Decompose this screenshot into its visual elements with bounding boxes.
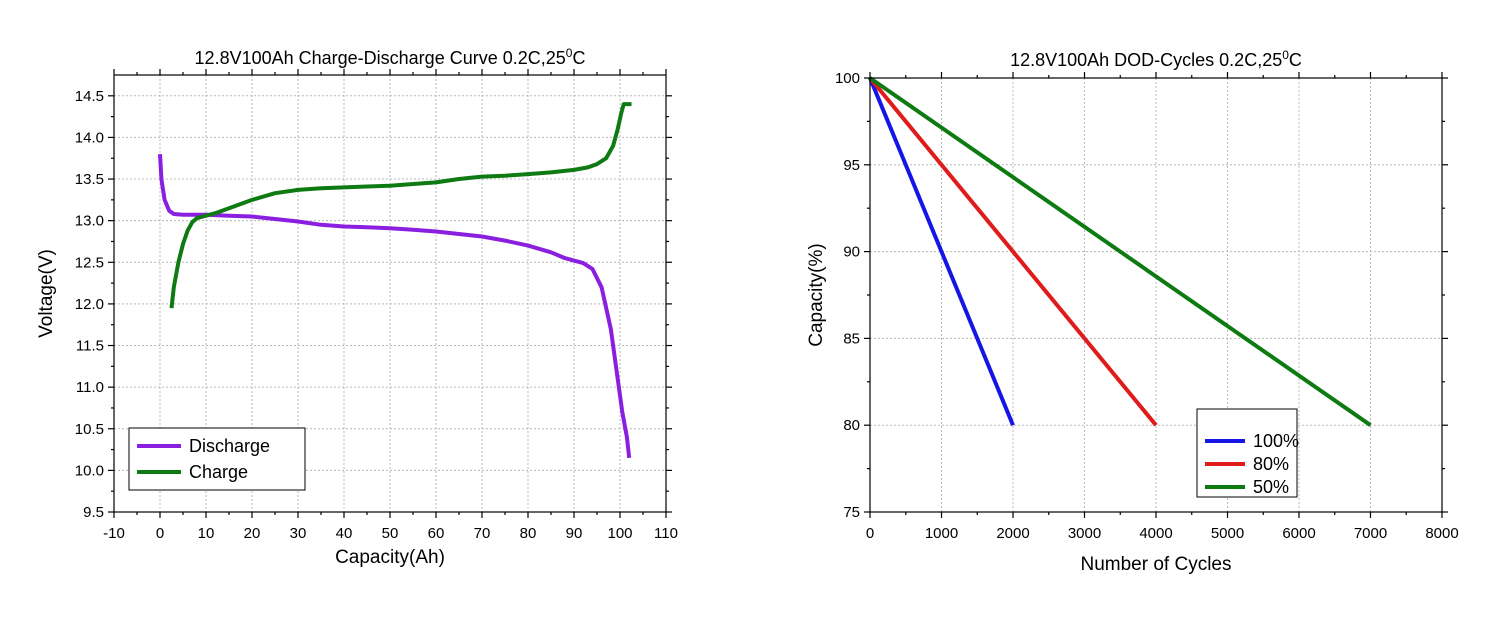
x-tick-label: 0	[156, 525, 164, 542]
series-line-charge	[169, 102, 632, 309]
x-tick-label: 1000	[925, 525, 958, 542]
chart1-x-axis-label: Capacity(Ah)	[335, 547, 445, 568]
legend-label: Discharge	[189, 436, 270, 456]
charge-discharge-chart: -10 0 10 20 30 40 50 60 70 80 90 100 110 9.5 10.0 10.5 1…	[36, 46, 678, 568]
y-tick-label: 80	[843, 417, 860, 434]
chart2-ticks: 0 1000 2000 3000 4000 5000 6000 7000 8000 75 80 85 9…	[835, 70, 1459, 542]
x-tick-label: 0	[866, 525, 874, 542]
chart1-legend: Discharge Charge	[128, 427, 306, 491]
x-tick-label: 2000	[996, 525, 1029, 542]
chart2-y-axis-label: Capacity(%)	[806, 243, 827, 346]
chart1-title: 12.8V100Ah Charge-Discharge Curve 0.2C,2…	[195, 46, 586, 68]
chart1-series	[158, 102, 632, 459]
legend-label: 50%	[1253, 477, 1289, 497]
y-tick-label: 13.0	[75, 213, 104, 230]
x-tick-label: 10	[198, 525, 215, 542]
x-tick-label: -10	[103, 525, 125, 542]
y-tick-label: 95	[843, 157, 860, 174]
y-tick-label: 12.5	[75, 254, 104, 271]
x-tick-label: 6000	[1282, 525, 1315, 542]
x-tick-label: 60	[428, 525, 445, 542]
x-tick-label: 80	[520, 525, 537, 542]
legend-label: 80%	[1253, 454, 1289, 474]
y-tick-label: 75	[843, 504, 860, 521]
chart2-series	[868, 76, 1372, 427]
x-tick-label: 40	[336, 525, 353, 542]
y-tick-label: 14.5	[75, 88, 104, 105]
x-tick-label: 50	[382, 525, 399, 542]
x-tick-label: 3000	[1068, 525, 1101, 542]
y-tick-label: 14.0	[75, 129, 104, 146]
chart1-grid	[114, 75, 666, 512]
y-tick-label: 10.5	[75, 421, 104, 438]
dod-cycles-chart: 0 1000 2000 3000 4000 5000 6000 7000 8000 75 80 85 9…	[806, 48, 1459, 575]
x-tick-label: 30	[290, 525, 307, 542]
y-tick-label: 90	[843, 244, 860, 261]
x-tick-label: 5000	[1211, 525, 1244, 542]
series-line-100	[868, 77, 1015, 426]
chart2-x-axis-label: Number of Cycles	[1081, 554, 1232, 575]
x-tick-label: 110	[654, 525, 678, 542]
y-tick-label: 11.5	[76, 338, 104, 355]
series-line-50	[868, 76, 1372, 427]
series-line-80	[868, 76, 1158, 427]
y-tick-label: 85	[843, 330, 860, 347]
x-tick-label: 8000	[1425, 525, 1458, 542]
legend-box	[1196, 408, 1298, 498]
chart1-y-axis-label: Voltage(V)	[36, 249, 57, 338]
chart2-grid	[870, 78, 1442, 512]
chart2-legend: 100% 80% 50%	[1196, 408, 1299, 498]
y-tick-label: 13.5	[75, 171, 104, 188]
x-tick-label: 90	[566, 525, 583, 542]
legend-label: 100%	[1253, 431, 1299, 451]
chart2-title: 12.8V100Ah DOD-Cycles 0.2C,250C	[1010, 48, 1302, 70]
x-tick-label: 7000	[1354, 525, 1387, 542]
y-tick-label: 12.0	[75, 296, 104, 313]
x-tick-label: 4000	[1139, 525, 1172, 542]
series-line-discharge	[158, 153, 632, 459]
legend-label: Charge	[189, 462, 248, 482]
y-tick-label: 11.0	[76, 379, 104, 396]
legend-box	[128, 427, 306, 491]
y-tick-label: 100	[835, 70, 860, 87]
y-tick-label: 9.5	[83, 504, 104, 521]
x-tick-label: 70	[474, 525, 491, 542]
x-tick-label: 20	[244, 525, 261, 542]
y-tick-label: 10.0	[75, 462, 104, 479]
x-tick-label: 100	[607, 525, 632, 542]
chart1-ticks: -10 0 10 20 30 40 50 60 70 80 90 100 110 9.5 10.0 10.5 1…	[75, 69, 678, 542]
